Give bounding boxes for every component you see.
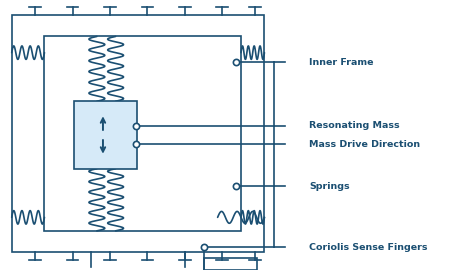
Text: Inner Frame: Inner Frame (309, 58, 373, 67)
Bar (204, 258, 257, 270)
Text: Resonating Mass: Resonating Mass (309, 121, 400, 130)
Text: Springs: Springs (309, 182, 350, 191)
Bar (74, 101, 137, 169)
Text: Mass Drive Direction: Mass Drive Direction (309, 140, 420, 149)
Bar (44, 36, 241, 231)
Text: Coriolis Sense Fingers: Coriolis Sense Fingers (309, 242, 427, 252)
Bar (12, 15, 264, 252)
